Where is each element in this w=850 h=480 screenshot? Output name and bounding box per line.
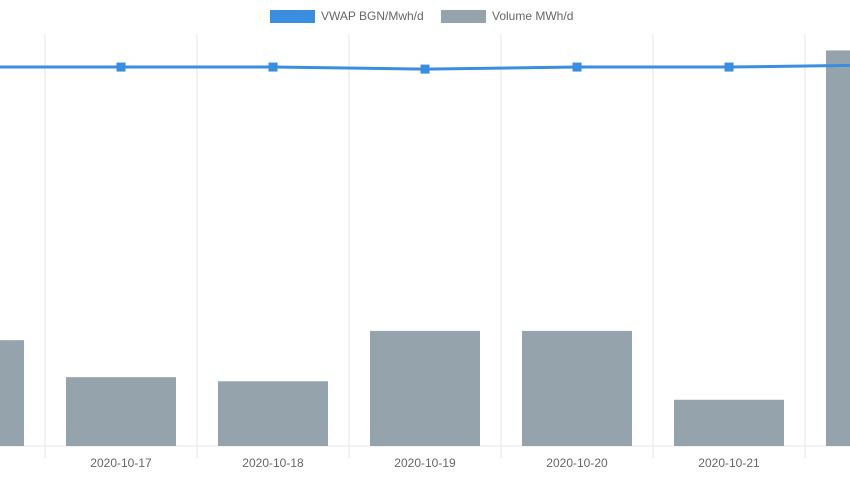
x-tick-label: 2020-10-21	[698, 456, 760, 470]
bar	[674, 399, 784, 446]
bar	[370, 330, 480, 446]
x-tick-label: 2020-10-20	[546, 456, 608, 470]
bar	[826, 50, 850, 446]
bar	[0, 340, 24, 446]
legend-swatch	[441, 10, 486, 23]
legend-label: Volume MWh/d	[492, 9, 573, 23]
point	[572, 62, 582, 72]
x-tick-label: 2020-10-17	[90, 456, 152, 470]
x-tick-label: 2020-10-19	[394, 456, 456, 470]
x-tick-label: 2020-10-18	[242, 456, 304, 470]
point	[724, 62, 734, 72]
legend-label: VWAP BGN/Mwh/d	[321, 9, 424, 23]
point	[420, 64, 430, 74]
bar	[218, 381, 328, 446]
bar	[66, 377, 176, 446]
point	[268, 62, 278, 72]
bar	[522, 330, 632, 446]
point	[116, 62, 126, 72]
legend-swatch	[270, 10, 315, 23]
